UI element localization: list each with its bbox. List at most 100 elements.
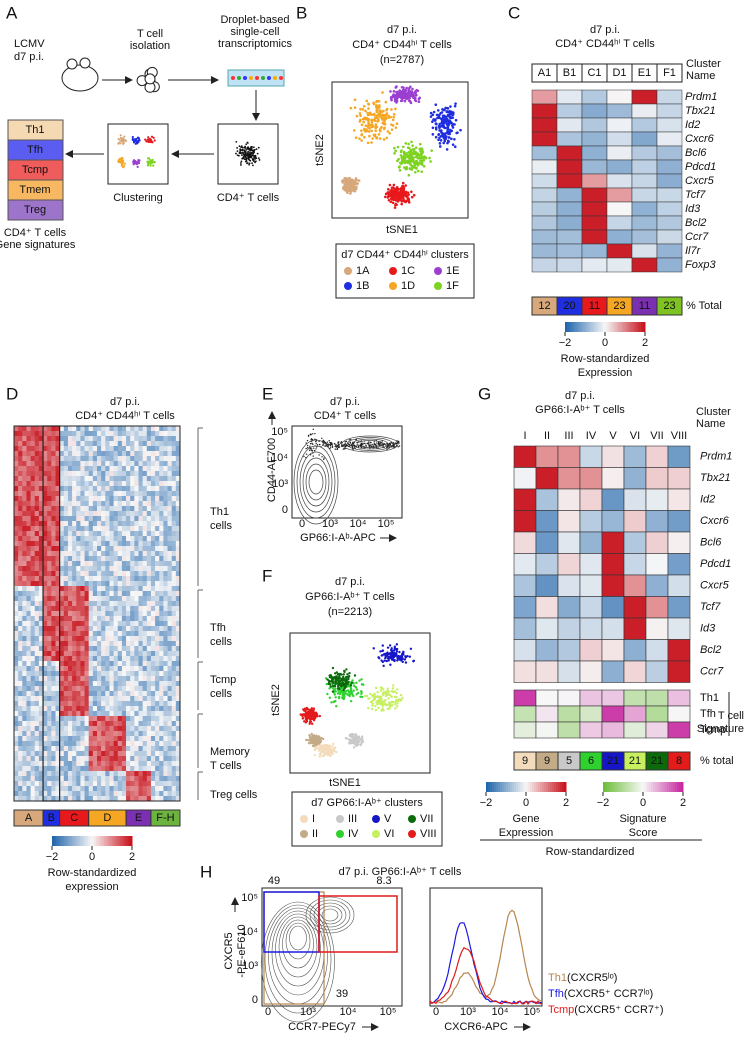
heat-cell — [101, 636, 106, 642]
cell-dot — [431, 126, 435, 130]
cell-dot — [235, 140, 238, 143]
heat-cell — [47, 451, 52, 457]
heat-cell — [34, 481, 40, 487]
cell-dot — [153, 139, 156, 142]
heat-cell — [130, 706, 135, 712]
heat-cell — [92, 626, 98, 632]
heat-cell — [171, 566, 177, 572]
heat-cell — [163, 751, 168, 757]
heat-cell — [72, 676, 77, 682]
heat-cell — [109, 761, 114, 767]
heat-cell — [76, 686, 81, 692]
heat-cell — [105, 556, 110, 562]
droplet — [231, 76, 235, 80]
heat-cell — [22, 476, 27, 482]
heat-cell — [59, 656, 65, 662]
heat-cell — [109, 471, 114, 477]
cell-dot — [244, 160, 247, 163]
heat-cell — [55, 461, 60, 467]
heat-cell — [63, 636, 69, 642]
heat-cell — [130, 676, 135, 682]
heat-cell — [101, 731, 106, 737]
heat-cell — [113, 691, 119, 697]
cell-dot — [431, 133, 435, 136]
heat-cell — [175, 436, 181, 442]
heat-cell — [72, 711, 77, 717]
heat-cell — [171, 476, 177, 482]
heat-cell — [121, 786, 127, 792]
colorbar-cell — [579, 322, 582, 332]
heat-cell — [92, 586, 98, 592]
heat-cell — [84, 506, 89, 512]
heat-cell — [126, 661, 131, 667]
heat-cell — [30, 546, 36, 552]
heat-cell — [163, 771, 168, 777]
heat-cell — [101, 441, 106, 447]
cell-dot — [397, 166, 401, 169]
cell-dot — [404, 142, 408, 145]
heat-cell — [47, 766, 52, 772]
heat-cell — [14, 681, 19, 687]
heat-cell — [55, 536, 60, 542]
heat-cell — [80, 616, 85, 622]
heat-cell — [150, 701, 156, 707]
heat-cell — [92, 461, 98, 467]
heat-cell — [167, 621, 172, 627]
cell-dot — [408, 159, 412, 162]
heat-cell — [109, 646, 114, 652]
heat-cell — [80, 631, 85, 637]
heat-cell — [47, 641, 52, 647]
heat-cell — [63, 521, 69, 527]
heat-cell — [88, 601, 94, 607]
heat-cell — [76, 506, 81, 512]
heat-cell — [92, 576, 98, 582]
heat-cell — [101, 761, 106, 767]
heat-cell — [138, 561, 143, 567]
heat-cell — [30, 596, 36, 602]
heat-cell — [138, 446, 143, 452]
heat-cell — [138, 691, 143, 697]
heat-cell — [117, 736, 123, 742]
heat-cell — [84, 771, 89, 777]
heat-cell — [59, 631, 65, 637]
heat-cell — [67, 711, 73, 717]
heat-cell — [126, 531, 131, 537]
heat-cell — [113, 631, 119, 637]
heat-cell — [163, 596, 168, 602]
heat-cell — [171, 781, 177, 787]
heat-cell — [171, 771, 177, 777]
heat-cell — [175, 641, 181, 647]
legend-box — [335, 243, 475, 299]
heat-cell — [88, 586, 94, 592]
heat-cell — [105, 486, 110, 492]
heat-cell — [163, 516, 168, 522]
heat-cell — [14, 466, 19, 472]
heat-cell — [26, 506, 31, 512]
event-dot — [397, 446, 399, 448]
heat-cell — [109, 531, 114, 537]
heat-cell — [130, 551, 135, 557]
heat-cell — [146, 491, 152, 497]
heat-cell — [26, 781, 31, 787]
heat-cell — [159, 676, 164, 682]
heat-cell — [38, 731, 44, 737]
heat-cell — [14, 441, 19, 447]
event-dot — [312, 443, 314, 446]
heat-cell — [113, 771, 119, 777]
heat-cell — [38, 661, 44, 667]
heat-cell — [175, 796, 181, 802]
cell-dot — [418, 153, 421, 157]
heat-cell — [59, 686, 65, 692]
heat-cell — [38, 716, 44, 722]
heat-cell — [175, 781, 181, 787]
heat-cell — [171, 721, 177, 727]
heat-cell — [631, 187, 658, 203]
event-dot — [395, 443, 397, 445]
heat-cell — [146, 701, 152, 707]
heat-cell — [163, 601, 168, 607]
cell-dot — [135, 140, 138, 143]
heat-cell — [14, 651, 19, 657]
heat-cell — [88, 621, 94, 627]
heat-cell — [97, 451, 102, 457]
heat-cell — [142, 701, 148, 707]
